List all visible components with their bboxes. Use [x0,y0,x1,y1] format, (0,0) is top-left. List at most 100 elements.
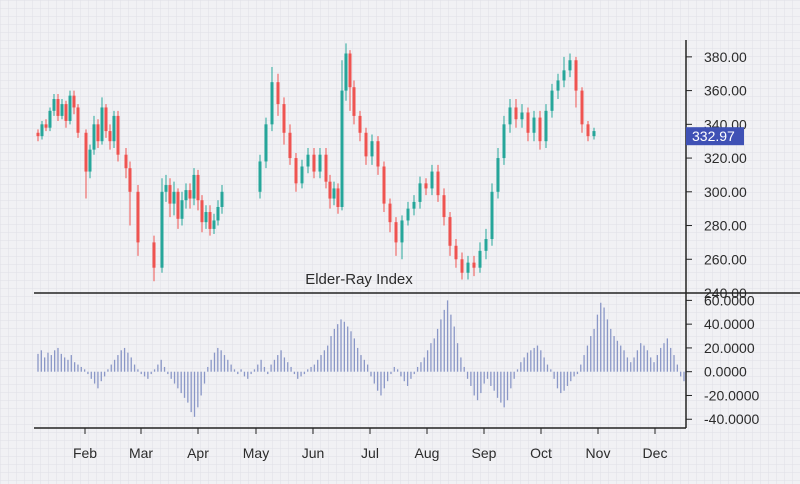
candlestick [562,56,566,88]
candlestick [430,164,434,196]
candlestick [44,119,48,132]
candle-body [196,174,200,201]
candlestick [520,104,524,128]
elder-ray-panel: 60.0000 40.0000 20.0000 0.0000 -20.0000 -40.0… [37,292,759,428]
candlestick [484,228,488,260]
candle-body [160,191,164,268]
candlestick [324,147,328,189]
candle-body [176,191,180,219]
candle-body [136,191,140,243]
candle-body [100,107,104,142]
candlestick [152,235,156,282]
x-tick-label: Dec [643,445,668,461]
candlestick [136,185,140,256]
candle-body [294,158,298,184]
candlestick [502,115,506,165]
candlestick [400,215,404,260]
candlestick [36,129,40,142]
candlestick [282,97,286,145]
candle-body [340,90,344,207]
candle-body [184,190,188,201]
candlestick [388,198,392,233]
x-tick-label: Oct [530,445,552,461]
candlestick [478,242,482,273]
candlestick [412,195,416,216]
candle-body [424,183,428,189]
candlestick [442,188,446,226]
candle-body [276,82,280,105]
candlestick [370,134,374,165]
candlestick [56,93,60,121]
last-price-box [686,127,744,146]
candlestick [514,99,518,128]
candlestick [188,183,192,209]
candlestick [312,147,316,179]
candle-body [490,191,494,240]
candlestick [92,115,96,155]
candle-body [526,112,530,133]
candle-body [568,60,572,71]
candlestick [526,107,530,142]
candle-body [430,171,434,189]
candle-body [358,115,362,133]
candlestick [332,181,336,206]
candle-body [394,222,398,243]
candle-body [502,124,506,159]
candlestick [52,93,56,116]
candle-body [586,124,590,137]
candlestick [208,205,212,236]
elder-tick-label: 0.0000 [704,364,747,380]
candle-body [318,154,322,172]
candlestick [40,120,44,140]
candlestick [454,239,458,268]
candlestick [176,188,180,229]
elder-tick-label: -20.0000 [704,387,759,403]
candlestick [532,110,536,142]
x-tick-label: Aug [415,445,440,461]
candle-body [382,166,386,204]
candlestick [258,154,262,199]
price-tick-label: 260.00 [704,251,747,267]
candlestick [60,99,64,120]
candle-body [40,124,44,137]
candle-body [188,190,192,199]
candle-body [128,168,132,192]
candlestick [556,73,560,100]
candle-body [112,115,116,142]
candlestick [340,60,344,211]
candle-body [418,183,422,202]
candle-body [312,154,316,172]
candlestick [100,97,104,145]
candlestick [364,127,368,165]
candlestick [68,90,72,125]
candle-body [328,181,332,199]
x-tick-label: Sep [472,445,497,461]
candlestick [276,73,280,116]
elder-tick-label: -40.0000 [704,411,759,427]
x-tick-label: Jun [302,445,325,461]
candlestick [406,201,410,226]
candle-body [52,99,56,111]
candle-body [580,90,584,125]
candle-body [376,141,380,167]
candlestick [48,107,52,132]
candlestick [264,117,268,169]
candle-body [84,132,88,172]
candle-body [56,99,60,116]
candlestick [336,183,340,214]
candlestick [96,119,100,148]
elder-tick-label: 40.0000 [704,316,755,332]
candle-body [412,201,416,209]
candle-body [208,212,212,229]
candle-body [448,217,452,246]
candlestick [460,252,464,280]
candle-body [344,53,348,91]
candlestick [348,50,352,111]
elder-tick-label: 60.0000 [704,292,755,308]
candle-body [306,154,310,167]
candle-body [532,117,536,133]
candle-body [152,242,156,268]
candle-body [48,110,52,128]
candlestick [84,129,88,199]
price-tick-label: 380.00 [704,49,747,65]
